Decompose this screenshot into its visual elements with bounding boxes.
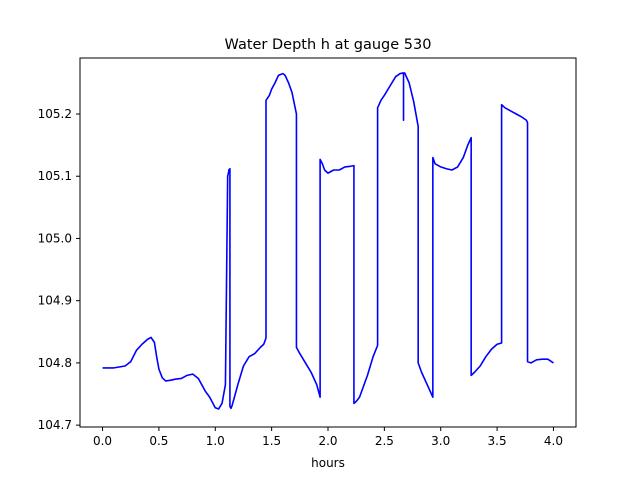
y-tick-label: 105.1 [38, 169, 72, 183]
x-tick-label: 2.5 [375, 434, 394, 448]
x-tick-label: 3.0 [431, 434, 450, 448]
y-tick-label: 104.7 [38, 418, 72, 432]
x-tick-label: 3.5 [488, 434, 507, 448]
y-tick-label: 104.8 [38, 356, 72, 370]
x-tick-label: 0.0 [93, 434, 112, 448]
x-axis-label: hours [311, 456, 345, 470]
series-line-0 [102, 72, 554, 410]
x-tick-label: 0.5 [149, 434, 168, 448]
y-tick-label: 104.9 [38, 294, 72, 308]
chart-title: Water Depth h at gauge 530 [225, 37, 432, 53]
series-layer [102, 72, 554, 410]
x-tick-label: 1.5 [262, 434, 281, 448]
x-tick-label: 2.0 [318, 434, 337, 448]
x-tick-label: 4.0 [544, 434, 563, 448]
y-axis: 104.7 104.8 104.9 105.0 105.1 105.2 [38, 107, 80, 432]
x-axis: 0.0 0.5 1.0 1.5 2.0 2.5 3.0 3.5 4.0 [93, 427, 563, 448]
x-tick-label: 1.0 [206, 434, 225, 448]
y-tick-label: 105.2 [38, 107, 72, 121]
y-tick-label: 105.0 [38, 231, 72, 245]
